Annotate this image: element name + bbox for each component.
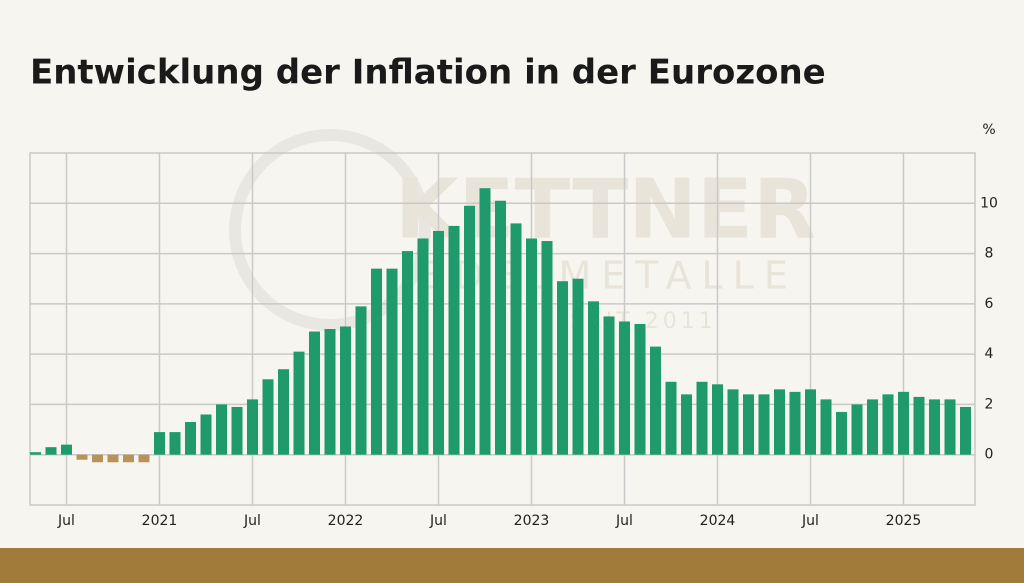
bar	[30, 452, 41, 455]
bar	[448, 225, 460, 455]
y-tick-label: 0	[985, 447, 994, 463]
bar	[588, 301, 599, 455]
watermark-text: EDELMETALLE	[420, 254, 798, 298]
bar	[510, 223, 522, 455]
y-tick-label: 6	[985, 296, 994, 312]
bar	[417, 238, 429, 455]
bar	[138, 454, 150, 463]
y-tick-label: 10	[980, 195, 998, 211]
bar	[200, 414, 212, 455]
bar	[696, 381, 708, 455]
bar	[231, 406, 243, 455]
bar	[340, 326, 351, 455]
bar	[123, 454, 134, 463]
bar	[324, 329, 336, 455]
bar	[216, 404, 227, 455]
x-tick-label: 2022	[328, 513, 364, 529]
bar	[293, 351, 305, 455]
bar	[107, 454, 119, 463]
bar	[805, 389, 816, 455]
y-tick-label: 8	[985, 246, 994, 262]
bar	[371, 268, 382, 455]
bar	[727, 389, 739, 455]
bar	[851, 404, 863, 455]
bar	[929, 399, 940, 455]
x-tick-label: 2024	[700, 513, 736, 529]
bar	[278, 369, 289, 455]
bar	[169, 432, 181, 455]
x-tick-label: 2025	[886, 513, 922, 529]
watermark-ring	[229, 129, 431, 331]
bar	[185, 422, 196, 455]
bar	[154, 432, 165, 455]
bar	[944, 399, 956, 455]
bar	[92, 454, 103, 463]
bar	[433, 230, 444, 455]
y-tick-label: 2	[985, 396, 994, 412]
bar	[913, 396, 925, 455]
bar	[495, 200, 506, 455]
chart-title: Entwicklung der Inflation in der Eurozon…	[30, 53, 826, 93]
bar	[898, 391, 909, 455]
bar	[45, 447, 57, 455]
x-tick-label: Jul	[801, 513, 819, 529]
x-tick-label: 2021	[142, 513, 178, 529]
bar	[541, 241, 553, 455]
bar	[402, 251, 413, 455]
bar	[603, 316, 615, 455]
bar	[712, 384, 723, 455]
bar	[526, 238, 537, 455]
bar	[61, 444, 72, 455]
bar	[820, 399, 832, 455]
bar	[76, 454, 88, 460]
x-tick-label: Jul	[615, 513, 633, 529]
bar	[386, 268, 398, 455]
bar	[681, 394, 692, 455]
bar	[479, 188, 491, 455]
bar	[309, 331, 320, 455]
bar	[464, 205, 475, 455]
bar	[960, 406, 971, 455]
bar	[634, 323, 646, 455]
x-tick-label: Jul	[429, 513, 447, 529]
x-tick-label: Jul	[57, 513, 75, 529]
bar	[789, 391, 801, 455]
bar	[882, 394, 894, 455]
x-tick-label: Jul	[243, 513, 261, 529]
footer-band	[0, 548, 1024, 583]
y-tick-label: 4	[985, 346, 994, 362]
bar	[572, 278, 584, 455]
bar	[774, 389, 785, 455]
bar	[836, 411, 847, 455]
bar	[867, 399, 878, 455]
bar	[619, 321, 630, 455]
plot-frame	[29, 152, 976, 506]
bar	[355, 306, 367, 455]
bar	[262, 379, 274, 455]
bar	[650, 346, 661, 455]
bar	[758, 394, 770, 455]
bar	[665, 381, 677, 455]
x-tick-label: 2023	[514, 513, 550, 529]
y-unit: %	[982, 122, 995, 138]
bar	[743, 394, 754, 455]
bar	[557, 281, 568, 455]
bar	[247, 399, 258, 455]
